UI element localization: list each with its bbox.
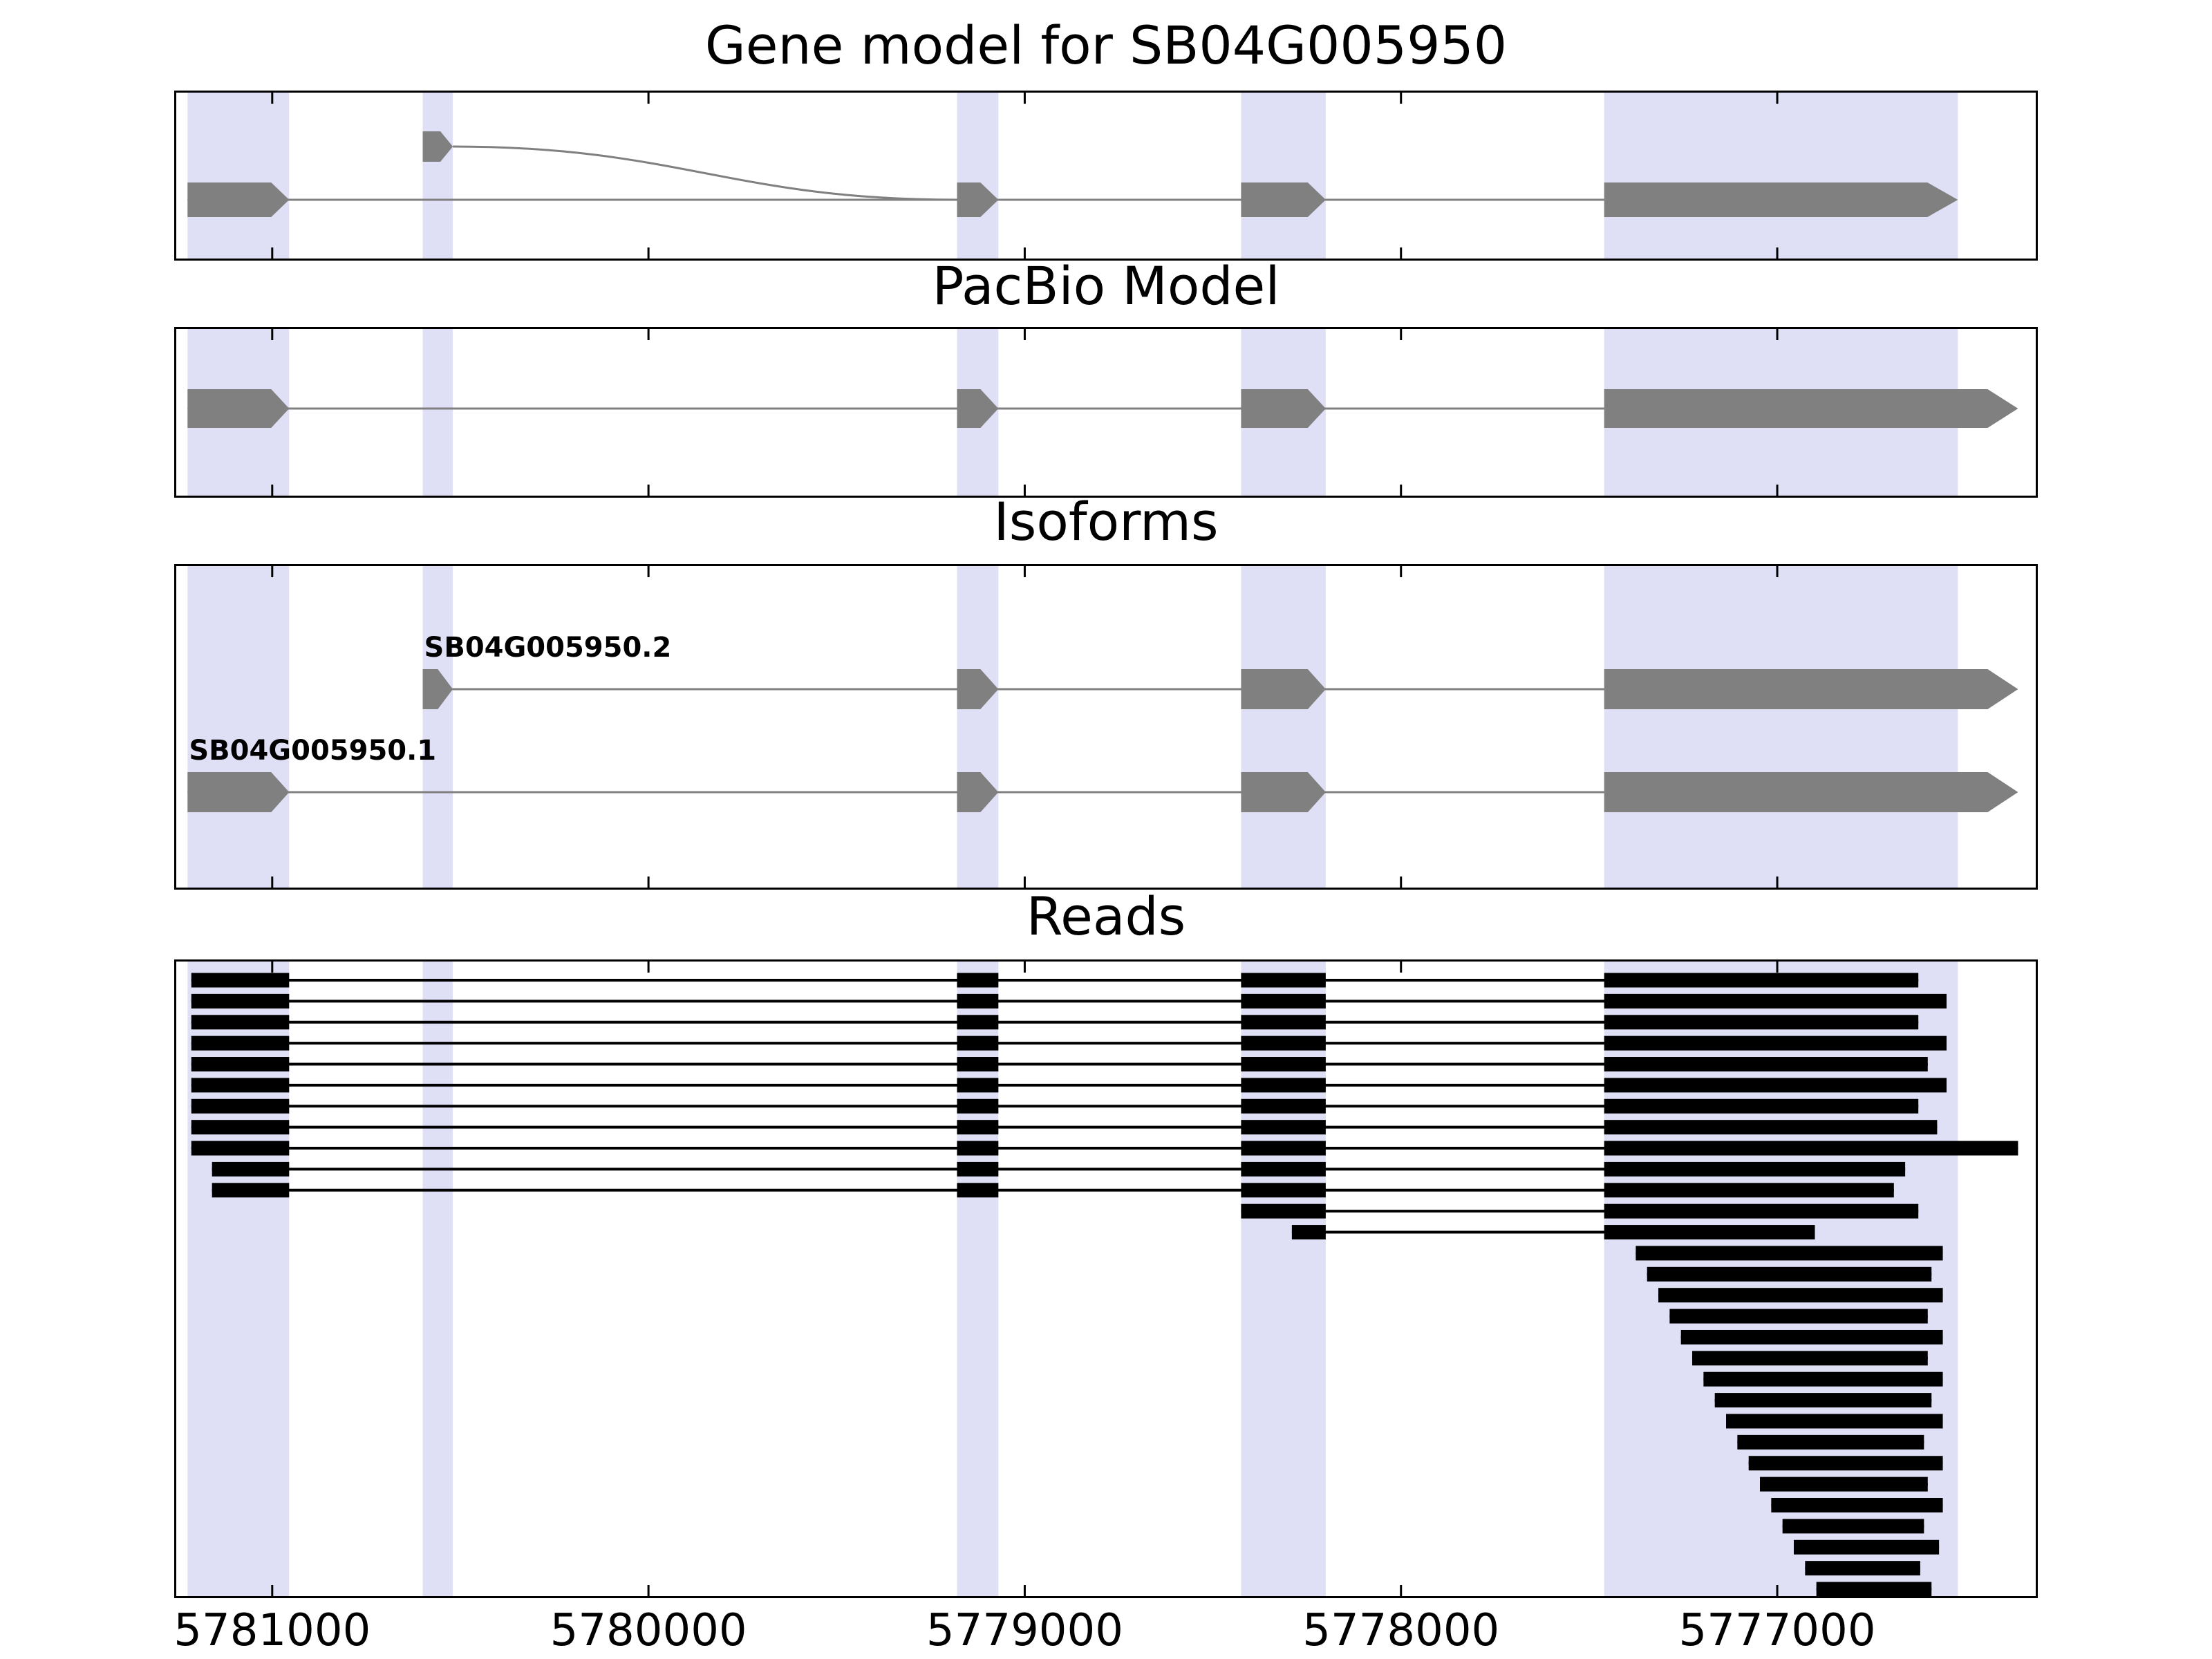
panel-pacbio-model bbox=[174, 327, 2038, 498]
x-tick-label: 5780000 bbox=[550, 1605, 747, 1656]
x-tick-label: 5777000 bbox=[1678, 1605, 1876, 1656]
panel-title-gene-model: Gene model for SB04G005950 bbox=[704, 15, 1508, 76]
panel-title-pacbio: PacBio Model bbox=[932, 255, 1280, 317]
panel-isoforms: SB04G005950.2 SB04G005950.1 bbox=[174, 564, 2038, 890]
panel-title-reads: Reads bbox=[1026, 885, 1186, 947]
reads-canvas bbox=[187, 962, 2018, 1596]
pacbio-model-canvas bbox=[187, 329, 2018, 496]
gene-model-canvas bbox=[187, 93, 1958, 259]
panel-title-isoforms: Isoforms bbox=[993, 491, 1219, 552]
isoform-label: SB04G005950.2 bbox=[424, 632, 672, 664]
x-tick-label: 5779000 bbox=[926, 1605, 1123, 1656]
isoforms-canvas: SB04G005950.2 SB04G005950.1 bbox=[187, 566, 2018, 888]
x-tick-label: 5778000 bbox=[1302, 1605, 1500, 1656]
panel-gene-model bbox=[174, 91, 2038, 261]
x-tick-label: 5781000 bbox=[174, 1605, 371, 1656]
panel-reads bbox=[174, 959, 2038, 1598]
isoform-label: SB04G005950.1 bbox=[189, 735, 436, 767]
